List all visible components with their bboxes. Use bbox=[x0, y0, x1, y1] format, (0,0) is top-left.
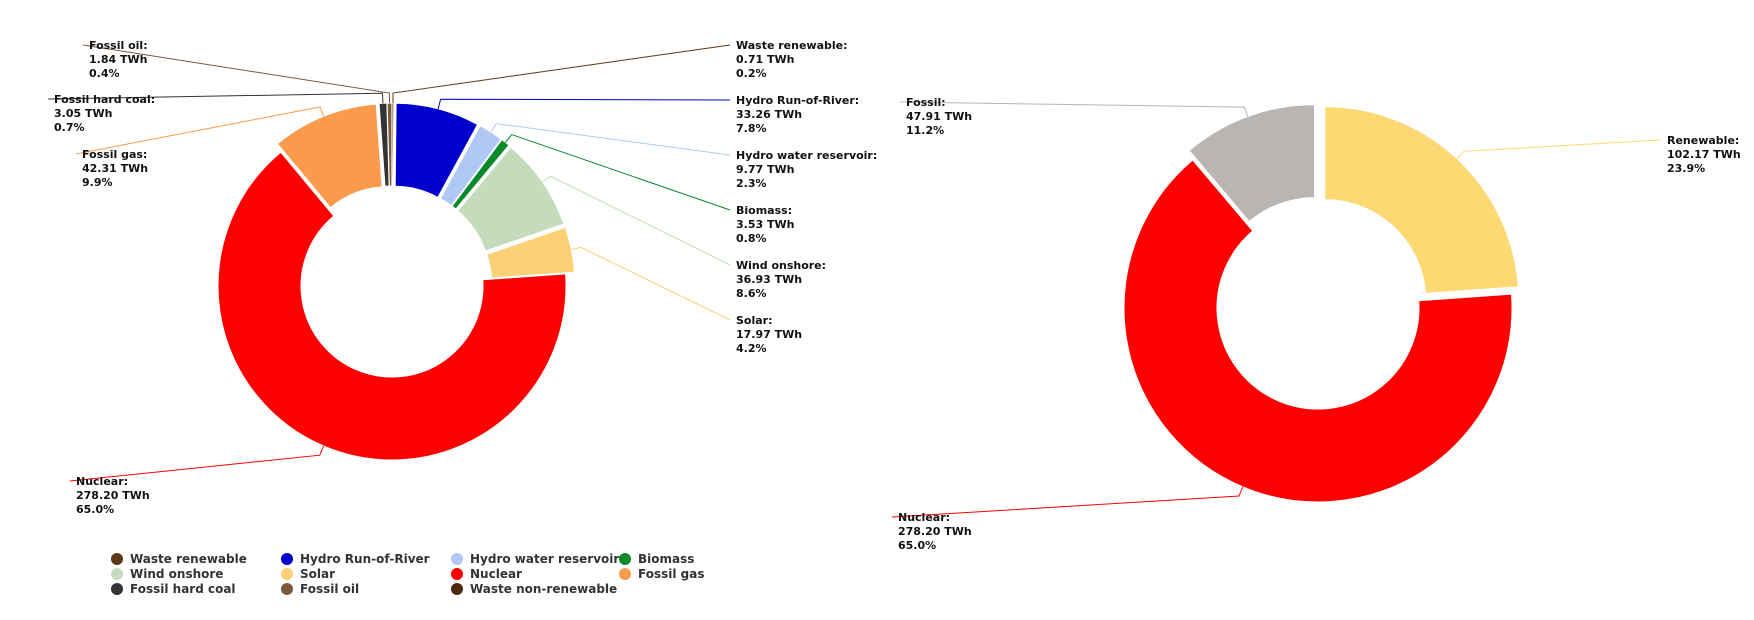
legend-label-fossil-gas: Fossil gas bbox=[638, 567, 704, 581]
legend-item-fossil-oil[interactable]: Fossil oil bbox=[281, 582, 359, 596]
label-c1-hydro-run-of-river: Hydro Run-of-River: 33.26 TWh 7.8% bbox=[736, 94, 859, 135]
slice-c2-renewable[interactable] bbox=[1325, 107, 1518, 294]
label-c1-fossil-oil: Fossil oil: 1.84 TWh 0.4% bbox=[89, 39, 148, 80]
chart-generation-by-source: Waste renewable: 0.71 TWh 0.2% Hydro Run-of… bbox=[48, 39, 877, 516]
label-c1-hydro-water-reservoir: Hydro water reservoir: 9.77 TWh 2.3% bbox=[736, 149, 877, 190]
legend-label-hydro-water-reservoir: Hydro water reservoir bbox=[470, 552, 619, 566]
label-c2-renewable: Renewable: 102.17 TWh 23.9% bbox=[1667, 134, 1741, 175]
connector-c1-hydro-run-of-river bbox=[438, 99, 730, 109]
legend-label-hydro-run-of-river: Hydro Run-of-River bbox=[300, 552, 430, 566]
legend-item-biomass[interactable]: Biomass bbox=[619, 552, 694, 566]
legend-label-solar: Solar bbox=[300, 567, 335, 581]
label-c1-waste-renewable: Waste renewable: 0.71 TWh 0.2% bbox=[736, 39, 848, 80]
legend-item-fossil-gas[interactable]: Fossil gas bbox=[619, 567, 704, 581]
legend-label-biomass: Biomass bbox=[638, 552, 694, 566]
legend-item-hydro-run-of-river[interactable]: Hydro Run-of-River bbox=[281, 552, 430, 566]
label-c2-fossil: Fossil: 47.91 TWh 11.2% bbox=[906, 96, 972, 137]
legend-item-hydro-water-reservoir[interactable]: Hydro water reservoir bbox=[451, 552, 619, 566]
label-c1-fossil-hard-coal: Fossil hard coal: 3.05 TWh 0.7% bbox=[54, 93, 155, 134]
legend-swatch-waste-renewable bbox=[111, 553, 123, 565]
label-c1-wind-onshore: Wind onshore: 36.93 TWh 8.6% bbox=[736, 259, 826, 300]
legend-swatch-solar bbox=[281, 568, 293, 580]
legend-label-waste-non-renewable: Waste non-renewable bbox=[470, 582, 617, 596]
legend-swatch-fossil-gas bbox=[619, 568, 631, 580]
legend-item-nuclear[interactable]: Nuclear bbox=[451, 567, 522, 581]
connector-c1-waste-renewable bbox=[393, 45, 730, 103]
label-c1-biomass: Biomass: 3.53 TWh 0.8% bbox=[736, 204, 794, 245]
connector-c1-solar bbox=[571, 247, 730, 320]
legend-label-fossil-oil: Fossil oil bbox=[300, 582, 359, 596]
legend-label-nuclear: Nuclear bbox=[470, 567, 522, 581]
legend-swatch-biomass bbox=[619, 553, 631, 565]
legend-swatch-nuclear bbox=[451, 568, 463, 580]
legend-swatch-hydro-run-of-river bbox=[281, 553, 293, 565]
legend-label-waste-renewable: Waste renewable bbox=[130, 552, 247, 566]
legend-swatch-wind-onshore bbox=[111, 568, 123, 580]
chart-generation-by-category: Renewable: 102.17 TWh 23.9% Nuclear: 278.20 … bbox=[892, 96, 1741, 552]
label-c1-solar: Solar: 17.97 TWh 4.2% bbox=[736, 314, 802, 355]
label-c2-nuclear: Nuclear: 278.20 TWh 65.0% bbox=[898, 511, 972, 552]
legend-swatch-hydro-water-reservoir bbox=[451, 553, 463, 565]
legend-item-solar[interactable]: Solar bbox=[281, 567, 335, 581]
legend-label-fossil-hard-coal: Fossil hard coal bbox=[130, 582, 236, 596]
legend-swatch-fossil-oil bbox=[281, 583, 293, 595]
legend: Waste renewable Hydro Run-of-River Hydro w… bbox=[111, 552, 704, 596]
legend-item-waste-non-renewable[interactable]: Waste non-renewable bbox=[451, 582, 617, 596]
legend-item-waste-renewable[interactable]: Waste renewable bbox=[111, 552, 247, 566]
legend-item-wind-onshore[interactable]: Wind onshore bbox=[111, 567, 223, 581]
label-c1-fossil-gas: Fossil gas: 42.31 TWh 9.9% bbox=[82, 148, 148, 189]
connector-c2-renewable bbox=[1457, 140, 1661, 159]
legend-swatch-fossil-hard-coal bbox=[111, 583, 123, 595]
legend-item-fossil-hard-coal[interactable]: Fossil hard coal bbox=[111, 582, 236, 596]
label-c1-nuclear: Nuclear: 278.20 TWh 65.0% bbox=[76, 475, 150, 516]
legend-label-wind-onshore: Wind onshore bbox=[130, 567, 223, 581]
legend-swatch-waste-non-renewable bbox=[451, 583, 463, 595]
